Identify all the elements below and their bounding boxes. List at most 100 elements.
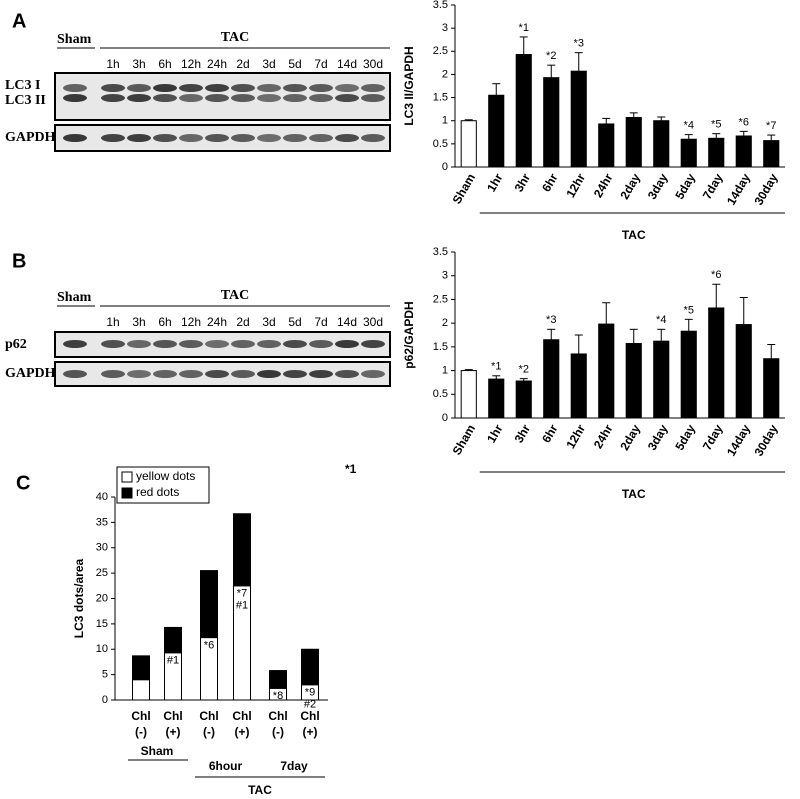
blot-band	[101, 94, 125, 102]
blot-band	[231, 94, 255, 102]
blot-band	[153, 340, 177, 348]
blot-row-label: GAPDH	[5, 366, 56, 381]
blot-band	[101, 340, 125, 348]
blot-band	[127, 94, 151, 102]
blot-band	[101, 84, 125, 92]
blot-band	[231, 134, 255, 142]
y-tick-label: 35	[96, 516, 108, 528]
bar	[680, 330, 697, 419]
bar-segment	[132, 679, 150, 701]
y-tick-label: 0.5	[433, 388, 448, 400]
x-tick-label: (+)	[303, 725, 318, 739]
y-tick-label: 3	[442, 270, 448, 282]
blot-lane-label: 5d	[288, 315, 301, 329]
y-axis-label: p62/GAPDH	[402, 301, 416, 368]
group-label: TAC	[622, 487, 646, 501]
annotation: *6	[739, 116, 749, 128]
x-tick-label: Chl	[131, 709, 150, 723]
blot-band	[205, 94, 229, 102]
legend-swatch	[121, 487, 133, 499]
blot-band	[309, 84, 333, 92]
blot-lane-label: 1h	[106, 315, 119, 329]
x-tick-label: Chl	[163, 709, 182, 723]
blot-band	[179, 134, 203, 142]
x-tick-label: (-)	[135, 725, 147, 739]
blot-lane-label: 2d	[236, 315, 249, 329]
blot-band	[205, 84, 229, 92]
blot-band	[335, 340, 359, 348]
panel-label: B	[12, 250, 26, 272]
blot-band	[283, 84, 307, 92]
blot-lane-label: 30d	[363, 315, 383, 329]
y-tick-label: 20	[96, 592, 108, 604]
bar	[625, 116, 642, 168]
blot-band	[231, 84, 255, 92]
blot-band	[205, 370, 229, 378]
annotation: *4	[656, 314, 666, 326]
blot-band	[63, 134, 87, 142]
blot-band	[283, 134, 307, 142]
y-tick-label: 25	[96, 567, 108, 579]
x-tick-label: (-)	[203, 725, 215, 739]
annotation: *2	[519, 364, 529, 376]
y-tick-label: 3.5	[433, 246, 448, 258]
bar	[488, 378, 505, 419]
bar	[460, 370, 477, 419]
blot-lane-label: 12h	[181, 57, 201, 71]
blot-band	[335, 84, 359, 92]
segment-label: *1	[204, 572, 214, 584]
annotation: *4	[684, 120, 694, 132]
blot-band	[205, 134, 229, 142]
bar	[735, 324, 752, 419]
bar	[735, 135, 752, 168]
blot-lane-label: 5d	[288, 57, 301, 71]
blot-lane-label: 2d	[236, 57, 249, 71]
y-tick-label: 3	[442, 22, 448, 34]
bar-segment	[200, 570, 218, 639]
annotation: *2	[546, 50, 556, 62]
bar	[570, 70, 587, 168]
blot-sham-label: Sham	[57, 32, 92, 47]
segment-label: #1	[167, 655, 179, 667]
segment-label: *3	[273, 672, 283, 684]
bar-segment	[164, 626, 182, 654]
bar-segment	[269, 670, 287, 689]
bar	[515, 54, 532, 168]
segment-label: *9	[305, 687, 315, 699]
y-tick-label: 0	[442, 412, 448, 424]
blot-lane-label: 24h	[207, 315, 227, 329]
y-tick-label: 10	[96, 643, 108, 655]
blot-tac-label: TAC	[221, 288, 250, 303]
annotation: *3	[546, 314, 556, 326]
y-tick-label: 0.5	[433, 138, 448, 150]
x-tick-label: Chl	[232, 709, 251, 723]
blot-lane-label: 3d	[262, 57, 275, 71]
y-tick-label: 1.5	[433, 91, 448, 103]
blot-row-label: LC3 I	[5, 78, 40, 93]
blot-band	[153, 94, 177, 102]
blot-band	[179, 94, 203, 102]
y-tick-label: 2	[442, 317, 448, 329]
blot-band	[283, 370, 307, 378]
blot-band	[101, 370, 125, 378]
bar	[708, 137, 725, 168]
blot-sham-label: Sham	[57, 290, 92, 305]
blot-lane-label: 6h	[158, 57, 171, 71]
x-tick-label: Chl	[268, 709, 287, 723]
blot-band	[153, 370, 177, 378]
blot-band	[361, 94, 385, 102]
y-tick-label: 30	[96, 542, 108, 554]
blot-lane-label: 1h	[106, 57, 119, 71]
bar	[653, 340, 670, 419]
bar	[543, 77, 560, 168]
bar	[570, 353, 587, 419]
group-label: TAC	[622, 228, 646, 242]
y-tick-label: 15	[96, 618, 108, 630]
blot-row-label: LC3 II	[5, 93, 46, 108]
bar-segment	[301, 648, 319, 686]
blot-lane-label: 3h	[132, 57, 145, 71]
blot-row-label: p62	[5, 337, 27, 352]
blot-lane-label: 6h	[158, 315, 171, 329]
x-tick-label: Chl	[199, 709, 218, 723]
blot-lane-label: 7d	[314, 57, 327, 71]
